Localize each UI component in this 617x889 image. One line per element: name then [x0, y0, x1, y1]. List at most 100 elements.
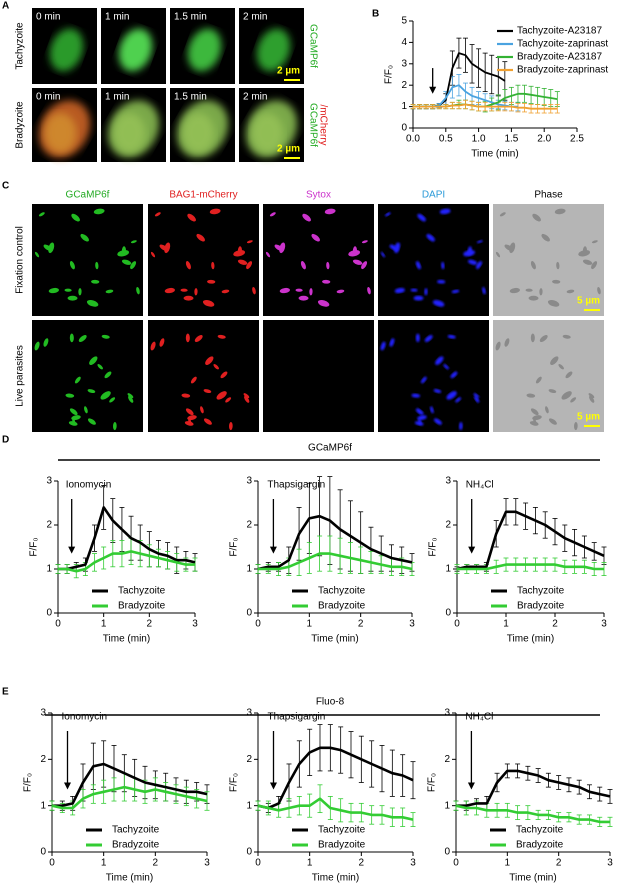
x-tick-label: 0: [55, 619, 61, 630]
x-axis-label: Time (min): [311, 634, 358, 645]
legend-label: Tachyzoite: [118, 586, 166, 597]
y-axis-label: F/F₀: [427, 773, 438, 792]
time-label: 2 min: [243, 12, 267, 23]
cell: [256, 28, 291, 72]
parasite: [244, 395, 250, 403]
parasite: [389, 244, 398, 251]
parasite: [474, 395, 480, 403]
parasite: [597, 286, 601, 295]
cell: [44, 113, 77, 153]
x-tick-label: 1: [101, 619, 107, 630]
y-tick-label: 5: [401, 16, 407, 27]
x-tick-label: 0: [453, 858, 459, 869]
parasite: [187, 213, 196, 222]
arrow-head: [468, 546, 476, 554]
parasite: [389, 338, 395, 347]
parasite: [367, 286, 371, 295]
parasite: [237, 259, 248, 265]
parasite: [121, 259, 132, 265]
y-tick-label: 2: [246, 754, 252, 765]
parasite: [74, 376, 81, 384]
annotation: NH₄Cl: [465, 712, 493, 723]
panel-label: A: [2, 1, 9, 12]
y-tick-label: 1: [444, 800, 450, 811]
panel-label: E: [2, 687, 9, 698]
cell: [251, 113, 284, 153]
parasite: [352, 259, 363, 265]
parasite: [558, 364, 564, 370]
y-axis-label: F/F₀: [229, 537, 240, 556]
y-axis-label: F/F₀: [384, 65, 395, 84]
row-label: Live parasites: [15, 345, 26, 407]
parasite: [150, 251, 156, 258]
parasite: [414, 421, 424, 426]
series-line: [51, 785, 208, 810]
y-tick-label: 0: [40, 847, 46, 858]
series-line: [456, 769, 611, 807]
parasite: [361, 261, 368, 270]
x-tick-label: 2: [358, 619, 364, 630]
legend-label: Tachyzoite-zaprinast: [517, 39, 608, 50]
x-tick-label: 1.0: [472, 134, 486, 145]
parasite: [265, 251, 271, 258]
y-tick-label: 2: [444, 754, 450, 765]
x-tick-label: 1: [307, 858, 313, 869]
parasite: [196, 233, 205, 242]
x-tick-label: 1: [307, 619, 313, 630]
parasite: [34, 341, 40, 351]
x-axis-label: Time (min): [103, 634, 150, 645]
parasite: [128, 395, 134, 403]
parasite: [410, 288, 418, 292]
parasite: [446, 391, 457, 400]
cell: [113, 113, 146, 153]
parasite: [548, 389, 557, 394]
parasite: [246, 240, 253, 244]
y-tick-label: 3: [445, 476, 451, 487]
y-tick-label: 0: [246, 847, 252, 858]
series-line: [58, 506, 196, 571]
parasite: [69, 333, 74, 343]
x-tick-label: 3: [601, 619, 607, 630]
parasite: [295, 288, 303, 292]
parasite: [38, 212, 45, 217]
channel-label: GCaMP6f: [307, 103, 318, 147]
legend-label: Bradyzoite: [118, 601, 166, 612]
group-title: Fluo-8: [316, 697, 345, 708]
time-label: 0 min: [36, 92, 60, 103]
parasite: [556, 261, 560, 270]
parasite: [561, 391, 572, 400]
parasite: [361, 240, 368, 244]
parasite: [130, 261, 137, 270]
parasite: [437, 279, 446, 284]
y-tick-label: 1: [246, 564, 252, 575]
parasite: [432, 299, 445, 307]
parasite: [220, 371, 228, 379]
x-tick-label: 0.0: [406, 134, 420, 145]
y-tick-label: 0: [46, 608, 52, 619]
y-tick-label: 3: [401, 58, 407, 69]
parasite: [591, 240, 598, 244]
arrow-head: [270, 782, 277, 790]
parasite: [154, 212, 161, 217]
parasite: [221, 289, 230, 294]
x-tick-label: 3: [192, 619, 198, 630]
parasite: [417, 415, 427, 421]
parasite: [68, 421, 78, 426]
x-tick-label: 1.5: [504, 134, 518, 145]
parasite: [476, 261, 483, 270]
parasite: [80, 233, 89, 242]
parasite: [433, 389, 442, 394]
y-tick-label: 0: [445, 608, 451, 619]
parasite: [211, 261, 215, 270]
parasite: [441, 261, 445, 270]
parasite: [225, 397, 232, 403]
parasite: [93, 208, 105, 215]
y-tick-label: 0: [246, 608, 252, 619]
parasite: [424, 288, 428, 296]
parasite: [394, 287, 405, 294]
series-line: [58, 550, 195, 573]
row-label: Fixation control: [15, 226, 26, 294]
x-tick-label: 0: [255, 858, 261, 869]
series-line: [52, 762, 208, 807]
